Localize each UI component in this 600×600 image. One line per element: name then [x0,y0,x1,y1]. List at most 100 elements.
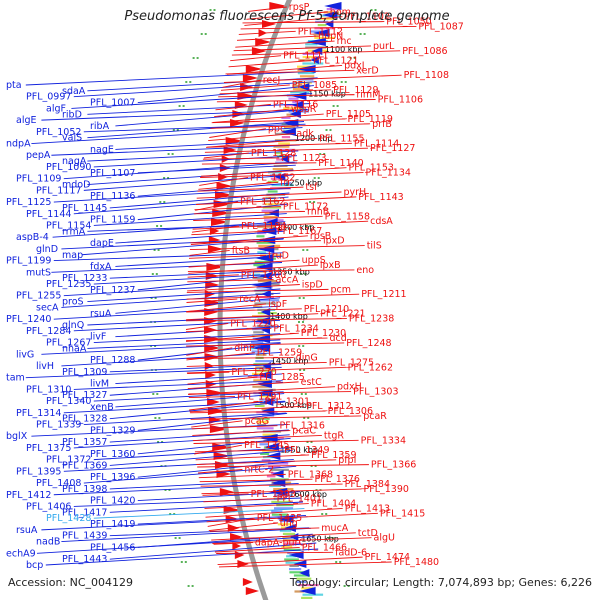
feature-block [268,465,281,468]
right-gene-label: adk [296,129,314,140]
right-label-leader [212,113,324,123]
feature-block [261,209,278,212]
left-label-leader [115,297,281,314]
map-title: Pseudomonas fluorescens Pf-5, complete g… [124,9,450,24]
left-label-leader [109,363,282,373]
feature-block [281,545,293,548]
feature-block [251,340,264,343]
right-label-leader [211,118,346,124]
right-label-leader [199,478,313,483]
left-label-leader [137,203,288,221]
left-gene-label: nadB [36,537,60,548]
left-label-leader [63,282,281,297]
feature-block [262,206,282,209]
right-label-leader [186,303,267,313]
right-label-leader [186,293,360,300]
right-label-leader [210,123,371,129]
left-gene-label: nagE [90,144,114,155]
left-gene-label: PFL_1125 [6,197,51,208]
forward-gene-arrow [219,488,235,496]
feature-block [290,91,310,94]
right-gene-label: PFL_1404 [311,499,356,510]
left-label-leader [25,366,282,379]
left-gene-label: nagA [62,156,87,167]
feature-block [294,590,304,593]
right-label-leader [187,269,355,272]
right-label-leader [242,21,385,24]
feature-block [297,72,315,75]
left-gene-label: algF [46,103,66,114]
right-label-leader [200,483,343,487]
feature-block [323,11,340,14]
right-gene-label: rnhB [307,207,329,218]
left-label-leader [61,527,311,543]
right-label-leader [190,235,308,245]
right-label-leader [197,464,369,468]
left-label-leader [51,262,283,273]
forward-gene-arrow [234,551,245,559]
right-label-leader [199,176,249,186]
reverse-gene-arrow [251,281,272,289]
left-label-leader [115,230,285,244]
right-label-leader [213,542,253,545]
right-label-leader [196,459,337,465]
forward-gene-arrow [251,47,267,55]
feature-block [256,427,274,430]
left-gene-label: pta [6,80,22,91]
feature-block [259,398,278,401]
feature-block [277,523,292,526]
feature-block [284,126,296,129]
right-label-leader [208,133,295,142]
feature-block [293,574,310,577]
feature-block [273,494,293,497]
feature-block [270,478,289,481]
feature-block [254,302,276,305]
feature-block [302,593,324,596]
right-gene-label: PFL_1275 [329,357,374,368]
reverse-gene-arrow [268,209,279,217]
right-label-leader [207,137,318,148]
forward-gene-arrow [219,164,231,172]
feature-block [271,510,283,513]
feature-block [256,353,267,356]
left-gene-label: PFL_1233 [62,273,107,284]
right-label-leader [222,79,261,88]
feature-block [292,100,304,103]
feature-block [274,152,283,155]
feature-block [302,56,314,59]
kbp-tick-label: 1600 kbp [289,490,327,499]
right-gene-label: PFL_1127 [370,143,415,154]
feature-block [282,536,299,539]
right-label-leader [186,288,329,293]
feature-block [256,369,275,372]
right-gene-label: lpxB [320,260,341,271]
right-label-leader [186,347,233,356]
right-gene-label: lpxD [323,236,345,247]
right-gene-label: dapA-purC [255,538,306,549]
right-label-leader [197,469,243,474]
kbp-tick-label: 1300 kbp [277,223,315,232]
right-gene-label: hupN [318,31,343,42]
right-gene-label: ispD [302,280,323,291]
right-label-leader [193,211,306,215]
right-label-leader [211,532,356,541]
left-gene-label: PFL_1199 [6,256,51,267]
right-label-leader [226,64,343,75]
left-label-leader [87,315,281,326]
right-label-leader [195,454,310,461]
right-label-leader [238,30,296,35]
feature-block [262,433,276,436]
feature-block [284,558,299,561]
left-gene-label: PFL_1439 [62,531,107,542]
right-label-leader [201,488,362,495]
right-gene-label: PFL_1384 [345,479,390,490]
left-label-leader [53,187,291,203]
right-label-leader [188,391,352,395]
right-gene-label: PFL_1270 [231,367,276,378]
right-label-leader [191,420,243,428]
left-gene-label: PFL_1328 [62,414,107,425]
feature-block [317,24,327,27]
left-label-leader [87,121,305,139]
